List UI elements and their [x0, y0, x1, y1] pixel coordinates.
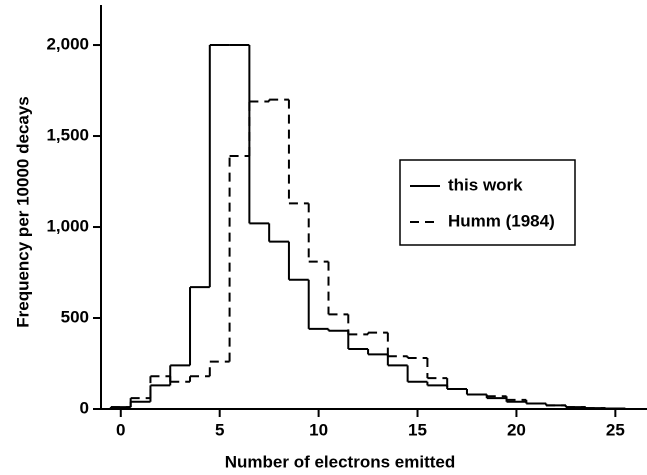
x-tick-label: 5 — [215, 420, 224, 439]
y-tick-label: 2,000 — [46, 35, 89, 54]
x-tick-label: 25 — [606, 420, 625, 439]
legend-label: this work — [448, 175, 523, 194]
y-tick-label: 500 — [61, 307, 89, 326]
x-axis-label: Number of electrons emitted — [225, 452, 456, 471]
legend-box — [399, 159, 576, 246]
x-tick-label: 0 — [116, 420, 125, 439]
y-tick-label: 0 — [80, 398, 89, 417]
step-connector — [109, 99, 607, 409]
x-tick-label: 15 — [408, 420, 427, 439]
legend-label: Humm (1984) — [448, 211, 555, 230]
y-axis-label: Frequency per 10000 decays — [13, 96, 32, 328]
y-tick-label: 1,500 — [46, 126, 89, 145]
y-tick-label: 1,000 — [46, 217, 89, 236]
x-tick-label: 20 — [507, 420, 526, 439]
x-tick-label: 10 — [309, 420, 328, 439]
